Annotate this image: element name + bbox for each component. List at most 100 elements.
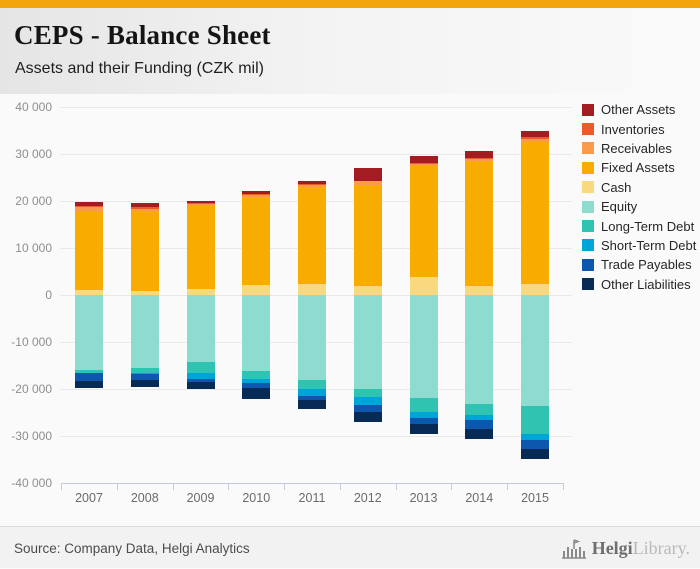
legend-item-other-liabilities[interactable]: Other Liabilities: [582, 275, 700, 294]
y-axis-label: 30 000: [6, 147, 52, 161]
y-axis-label: 0: [6, 288, 52, 302]
gridline: [60, 436, 572, 437]
axis-tick: [563, 483, 564, 490]
legend-swatch-short-term-debt: [582, 239, 594, 251]
page-title: CEPS - Balance Sheet: [14, 20, 271, 51]
bar-segment-other-liabilities-2012: [354, 412, 382, 422]
legend-swatch-trade-payables: [582, 259, 594, 271]
legend-item-other-assets[interactable]: Other Assets: [582, 100, 700, 119]
bar-segment-long-term-debt-2009: [187, 362, 215, 373]
bar-segment-other-liabilities-2010: [242, 388, 270, 400]
bar-segment-other-liabilities-2013: [410, 424, 438, 433]
bar-segment-cash-2013: [410, 277, 438, 295]
chart-header: CEPS - Balance Sheet Assets and their Fu…: [0, 8, 700, 94]
x-axis-label: 2009: [179, 491, 223, 505]
bar-segment-fixed-assets-2008: [131, 211, 159, 290]
gridline: [60, 107, 572, 108]
legend-item-equity[interactable]: Equity: [582, 197, 700, 216]
legend-label: Other Liabilities: [601, 277, 691, 292]
bar-segment-fixed-assets-2015: [521, 142, 549, 284]
bar-segment-equity-2014: [465, 295, 493, 404]
legend-label: Equity: [601, 199, 637, 214]
bar-segment-other-liabilities-2014: [465, 429, 493, 439]
axis-tick: [173, 483, 174, 490]
axis-tick: [284, 483, 285, 490]
bar-segment-fixed-assets-2013: [410, 166, 438, 277]
legend-item-short-term-debt[interactable]: Short-Term Debt: [582, 236, 700, 255]
legend-item-receivables[interactable]: Receivables: [582, 139, 700, 158]
axis-tick: [340, 483, 341, 490]
logo-text-primary: Helgi: [592, 538, 633, 559]
axis-tick: [451, 483, 452, 490]
bar-segment-long-term-debt-2014: [465, 404, 493, 415]
bar-segment-cash-2012: [354, 286, 382, 295]
legend-swatch-cash: [582, 181, 594, 193]
logo-text-secondary: Library.: [633, 538, 690, 559]
legend-label: Cash: [601, 180, 631, 195]
y-axis-label: 40 000: [6, 100, 52, 114]
legend-label: Trade Payables: [601, 257, 692, 272]
legend-label: Long-Term Debt: [601, 219, 694, 234]
y-axis-label: 10 000: [6, 241, 52, 255]
page-subtitle: Assets and their Funding (CZK mil): [15, 60, 264, 78]
legend-swatch-long-term-debt: [582, 220, 594, 232]
bar-segment-trade-payables-2012: [354, 405, 382, 412]
bar-segment-trade-payables-2014: [465, 420, 493, 429]
legend-item-long-term-debt[interactable]: Long-Term Debt: [582, 216, 700, 235]
bar-segment-fixed-assets-2014: [465, 161, 493, 286]
bar-segment-other-liabilities-2008: [131, 380, 159, 387]
x-axis-label: 2013: [402, 491, 446, 505]
bar-segment-equity-2012: [354, 295, 382, 389]
bar-segment-fixed-assets-2011: [298, 187, 326, 284]
bar-segment-other-assets-2013: [410, 156, 438, 163]
bar-segment-equity-2015: [521, 295, 549, 406]
legend-swatch-fixed-assets: [582, 162, 594, 174]
y-axis-label: 20 000: [6, 194, 52, 208]
legend-swatch-other-assets: [582, 104, 594, 116]
chart-legend: Other Assets Inventories Receivables Fixed …: [582, 100, 700, 294]
bar-segment-cash-2011: [298, 284, 326, 295]
y-axis-label: -10 000: [6, 335, 52, 349]
x-axis-label: 2008: [123, 491, 167, 505]
x-axis-label: 2015: [513, 491, 557, 505]
bar-segment-long-term-debt-2010: [242, 371, 270, 379]
legend-label: Other Assets: [601, 102, 675, 117]
bar-segment-other-liabilities-2009: [187, 382, 215, 389]
bar-segment-fixed-assets-2007: [75, 212, 103, 290]
x-axis-label: 2010: [234, 491, 278, 505]
legend-label: Fixed Assets: [601, 160, 675, 175]
bar-segment-other-liabilities-2015: [521, 449, 549, 459]
gridline: [60, 154, 572, 155]
source-note: Source: Company Data, Helgi Analytics: [14, 527, 250, 569]
bar-segment-cash-2010: [242, 285, 270, 295]
axis-tick: [507, 483, 508, 490]
bar-segment-trade-payables-2007: [75, 373, 103, 381]
bar-segment-other-liabilities-2011: [298, 400, 326, 409]
legend-item-inventories[interactable]: Inventories: [582, 119, 700, 138]
bar-segment-equity-2008: [131, 295, 159, 368]
legend-item-fixed-assets[interactable]: Fixed Assets: [582, 158, 700, 177]
axis-tick: [228, 483, 229, 490]
legend-label: Inventories: [601, 122, 665, 137]
bar-segment-fixed-assets-2009: [187, 206, 215, 289]
legend-swatch-receivables: [582, 142, 594, 154]
y-axis-label: -40 000: [6, 476, 52, 490]
bar-segment-long-term-debt-2013: [410, 398, 438, 412]
legend-label: Short-Term Debt: [601, 238, 696, 253]
legend-swatch-inventories: [582, 123, 594, 135]
x-axis-line: [61, 483, 563, 484]
bar-segment-other-assets-2014: [465, 151, 493, 158]
legend-item-cash[interactable]: Cash: [582, 178, 700, 197]
axis-tick: [61, 483, 62, 490]
y-axis-label: -20 000: [6, 382, 52, 396]
bar-segment-other-assets-2012: [354, 168, 382, 181]
bar-segment-equity-2013: [410, 295, 438, 398]
x-axis-label: 2014: [457, 491, 501, 505]
legend-swatch-other-liabilities: [582, 278, 594, 290]
x-axis-label: 2011: [290, 491, 334, 505]
bar-segment-equity-2011: [298, 295, 326, 380]
legend-item-trade-payables[interactable]: Trade Payables: [582, 255, 700, 274]
bar-segment-long-term-debt-2015: [521, 406, 549, 434]
y-axis-label: -30 000: [6, 429, 52, 443]
